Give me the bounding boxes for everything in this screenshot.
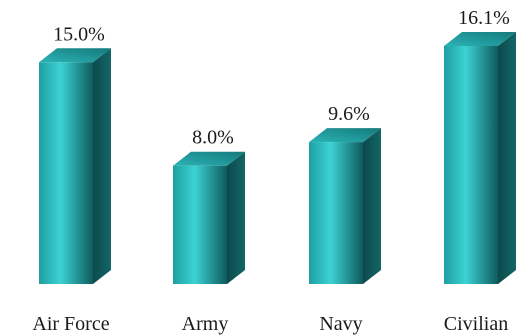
bars-group xyxy=(39,32,516,285)
bar-front-face xyxy=(444,46,498,284)
data-label: 16.1% xyxy=(458,7,510,29)
bar-side-face xyxy=(363,128,381,284)
bar-side-face xyxy=(93,48,111,285)
category-label: Civilian xyxy=(444,313,508,335)
data-label: 15.0% xyxy=(53,23,105,45)
bar-navy xyxy=(309,128,381,284)
bar-front-face xyxy=(309,142,363,284)
bar-top-face xyxy=(173,151,245,166)
bar-army xyxy=(173,151,245,284)
bar-side-face xyxy=(227,151,245,284)
data-label: 9.6% xyxy=(328,103,370,125)
bar-top-face xyxy=(444,32,516,46)
bar-top-face xyxy=(309,128,381,143)
bar-front-face xyxy=(39,62,93,285)
data-label: 8.0% xyxy=(192,127,234,149)
bar-air-force xyxy=(39,48,111,285)
category-labels-group: Air Force Army Navy Civilian xyxy=(32,313,508,335)
category-label: Air Force xyxy=(32,313,109,335)
bar-side-face xyxy=(498,32,516,284)
bar-top-face xyxy=(39,48,111,63)
bar-front-face xyxy=(173,165,227,284)
bar-civilian xyxy=(444,32,516,284)
category-label: Army xyxy=(182,313,229,335)
value-labels-group: 15.0% 8.0% 9.6% 16.1% xyxy=(53,7,510,149)
category-label: Navy xyxy=(319,313,362,335)
